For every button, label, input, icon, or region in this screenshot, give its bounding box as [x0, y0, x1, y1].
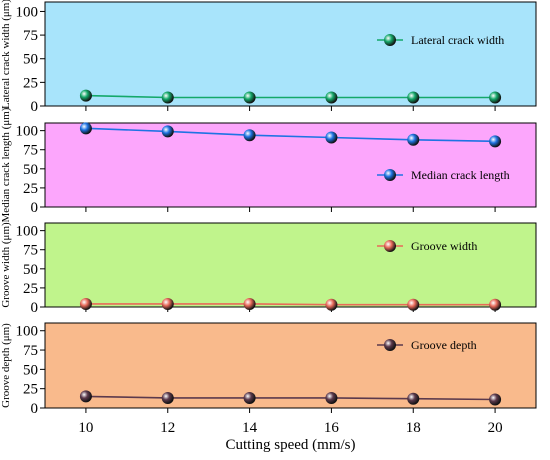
data-point [79, 122, 92, 135]
data-point [489, 91, 502, 104]
data-point [489, 135, 502, 148]
legend: Lateral crack width [377, 33, 504, 47]
data-point [243, 391, 256, 404]
panel-background [44, 1, 537, 107]
y-axis-label: Groove depth (μm) [0, 323, 12, 408]
y-axis-label: Median crack length (μm) [0, 107, 12, 222]
x-tick-label: 20 [488, 420, 503, 436]
data-point [161, 297, 174, 310]
y-tick-label: 25 [23, 281, 38, 297]
y-tick-label: 50 [23, 52, 38, 68]
y-tick-label: 50 [23, 162, 38, 178]
x-tick-label: 10 [78, 420, 93, 436]
y-tick-label: 100 [16, 124, 39, 140]
panel-4: 0 25 50 75 100 Groove depth (μm) Groove depth [0, 322, 537, 417]
data-point [161, 125, 174, 138]
data-point [161, 91, 174, 104]
data-point [243, 297, 256, 310]
legend: Median crack length [377, 168, 510, 182]
y-axis-label: Lateral crack width (μm) [0, 0, 12, 109]
y-tick-label: 25 [23, 75, 38, 91]
series-line [85, 395, 496, 401]
legend-label: Median crack length [411, 168, 510, 182]
y-tick-label: 100 [16, 4, 39, 20]
y-tick-label: 25 [23, 181, 38, 197]
y-tick-label: 75 [23, 28, 38, 44]
legend: Groove depth [377, 338, 477, 352]
y-tick-label: 0 [31, 200, 39, 216]
y-tick-label: 0 [31, 300, 39, 316]
x-tick-label: 18 [406, 420, 421, 436]
panel-2: 0 25 50 75 100 Median crack length (μm) Median… [0, 107, 537, 222]
y-tick-label: 100 [16, 324, 39, 340]
data-point [243, 129, 256, 142]
y-axis-label: Groove width (μm) [0, 222, 12, 308]
legend-marker [384, 339, 396, 351]
data-point [325, 91, 338, 104]
data-point [489, 298, 502, 311]
legend-marker [384, 169, 396, 181]
legend: Groove width [377, 239, 477, 253]
y-tick-label: 0 [31, 401, 39, 417]
data-point [407, 91, 420, 104]
x-tick-label: 16 [324, 420, 340, 436]
data-point [407, 298, 420, 311]
legend-label: Groove width [411, 239, 477, 253]
legend-marker [384, 34, 396, 46]
data-point [407, 133, 420, 146]
data-point [325, 298, 338, 311]
y-tick-label: 0 [31, 99, 39, 115]
data-point [79, 297, 92, 310]
series-line [85, 94, 496, 99]
data-point [489, 393, 502, 406]
x-axis-label: Cutting speed (mm/s) [226, 437, 356, 453]
data-point [407, 392, 420, 405]
y-tick-label: 50 [23, 362, 38, 378]
x-tick-label: 12 [160, 420, 175, 436]
y-tick-label: 75 [23, 343, 38, 359]
data-point [79, 390, 92, 403]
panel-background [44, 322, 537, 409]
data-point [243, 91, 256, 104]
data-point [325, 131, 338, 144]
data-point [161, 391, 174, 404]
legend-marker [384, 240, 396, 252]
panel-background [44, 222, 537, 308]
legend-label: Lateral crack width [411, 33, 504, 47]
data-point [79, 89, 92, 102]
y-tick-label: 75 [23, 143, 38, 159]
panel-3: 0 25 50 75 100 Groove width (μm) Groove width [0, 222, 537, 316]
data-point [325, 391, 338, 404]
x-tick-label: 14 [242, 420, 258, 436]
series-line [85, 303, 496, 306]
legend-label: Groove depth [411, 338, 477, 352]
y-tick-label: 50 [23, 262, 38, 278]
y-tick-label: 25 [23, 382, 38, 398]
y-tick-label: 75 [23, 243, 38, 259]
series-line [85, 127, 496, 143]
panel-1: 0 25 50 75 100 Lateral crack width (μm) Latera… [0, 0, 537, 115]
y-tick-label: 100 [16, 224, 39, 240]
